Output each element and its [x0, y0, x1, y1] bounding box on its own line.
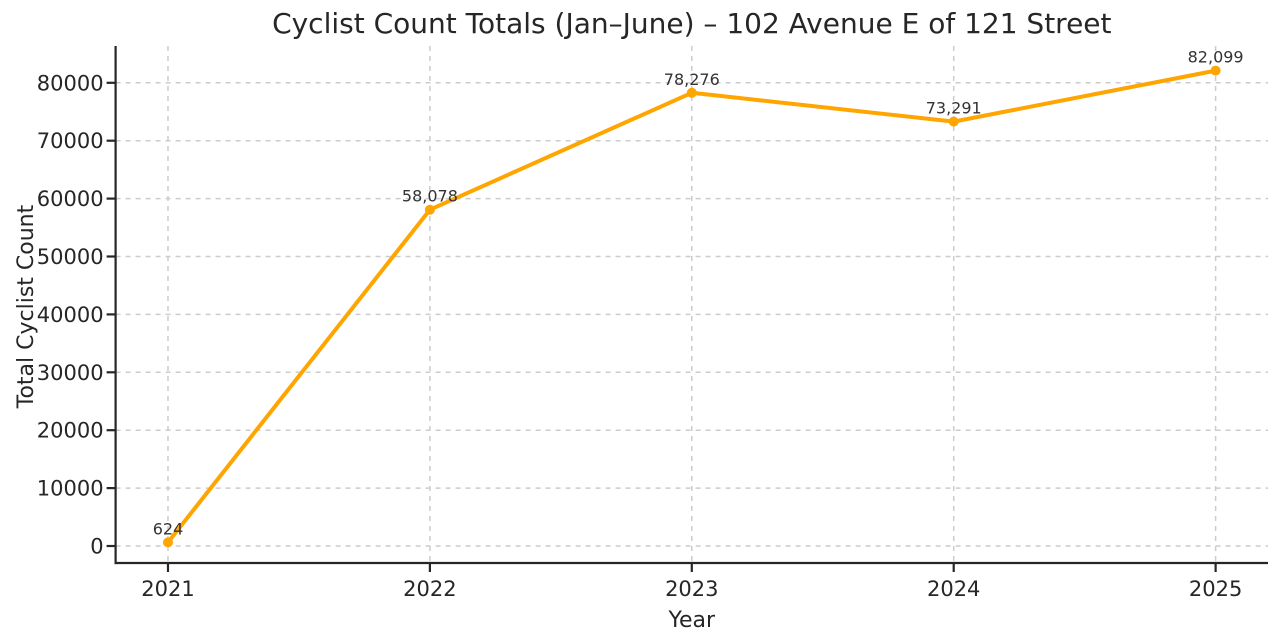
data-point-marker [1210, 65, 1221, 76]
y-tick-label: 10000 [37, 477, 104, 501]
x-tick-label: 2021 [141, 577, 194, 601]
y-tick-label: 20000 [37, 419, 104, 443]
data-point-label: 78,276 [664, 70, 720, 89]
data-point-label: 82,099 [1188, 48, 1244, 67]
y-tick-label: 80000 [37, 71, 104, 95]
y-tick-label: 50000 [37, 245, 104, 269]
chart-title: Cyclist Count Totals (Jan–June) – 102 Av… [272, 7, 1111, 40]
y-axis-label: Total Cyclist Count [14, 204, 39, 409]
x-tick-label: 2022 [403, 577, 456, 601]
data-point-marker [686, 87, 697, 98]
x-tick-label: 2023 [665, 577, 718, 601]
y-tick-label: 40000 [37, 303, 104, 327]
data-point-marker [948, 116, 959, 127]
data-point-label: 73,291 [926, 99, 982, 118]
y-tick-label: 0 [90, 535, 103, 559]
data-point-marker [162, 537, 173, 548]
y-tick-label: 70000 [37, 129, 104, 153]
x-axis-label: Year [668, 608, 717, 633]
y-tick-label: 30000 [37, 361, 104, 385]
data-point-label: 58,078 [402, 187, 458, 206]
data-point-marker [424, 204, 435, 215]
data-point-label: 624 [153, 519, 184, 538]
x-tick-label: 2024 [927, 577, 980, 601]
y-tick-label: 60000 [37, 187, 104, 211]
x-tick-label: 2025 [1189, 577, 1242, 601]
